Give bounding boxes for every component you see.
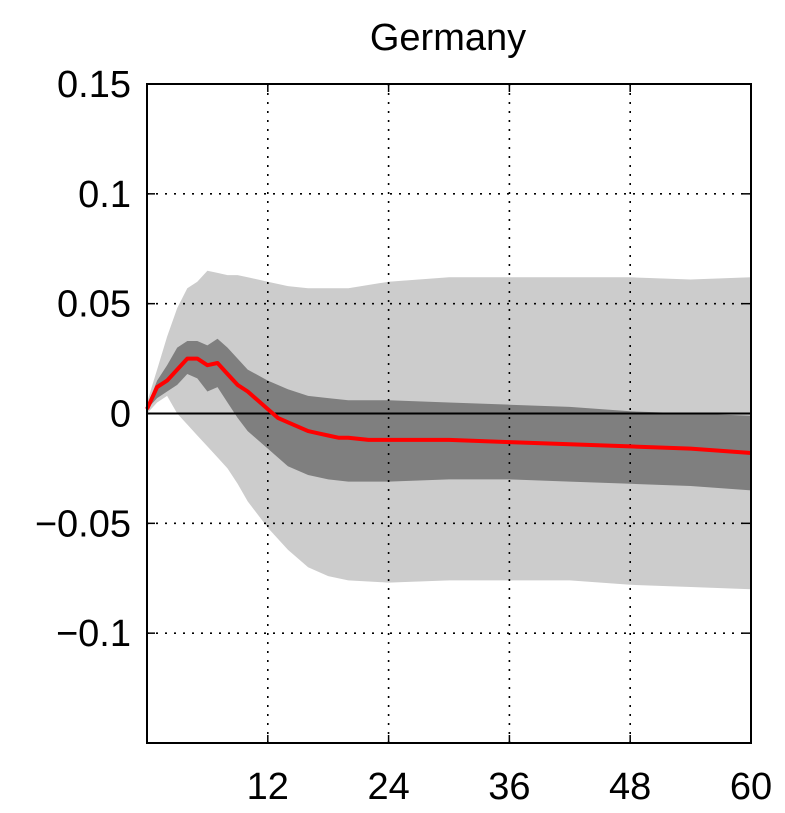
chart-title: Germany bbox=[370, 17, 526, 59]
x-axis: 12 24 36 48 60 bbox=[247, 84, 772, 808]
y-tick-label-0.1: 0.1 bbox=[78, 174, 131, 216]
median-line bbox=[145, 356, 752, 455]
y-tick-label-0: 0 bbox=[110, 394, 131, 436]
inner-band bbox=[147, 338, 751, 491]
x-tick-label-60: 60 bbox=[730, 766, 772, 808]
x-tick-label-48: 48 bbox=[609, 766, 651, 808]
x-tick-label-24: 24 bbox=[367, 766, 409, 808]
grid-layer bbox=[147, 84, 751, 743]
y-tick-label--0.05: −0.05 bbox=[35, 503, 131, 545]
x-tick-label-36: 36 bbox=[488, 766, 530, 808]
y-tick-label-0.05: 0.05 bbox=[57, 284, 131, 326]
y-axis: 0.15 0.1 0.05 0 −0.05 −0.1 bbox=[35, 64, 751, 655]
median-layer bbox=[145, 356, 752, 455]
y-tick-label-0.15: 0.15 bbox=[57, 64, 131, 106]
bands-layer bbox=[147, 270, 751, 590]
y-tick-label--0.1: −0.1 bbox=[56, 613, 131, 655]
x-tick-label-12: 12 bbox=[247, 766, 289, 808]
